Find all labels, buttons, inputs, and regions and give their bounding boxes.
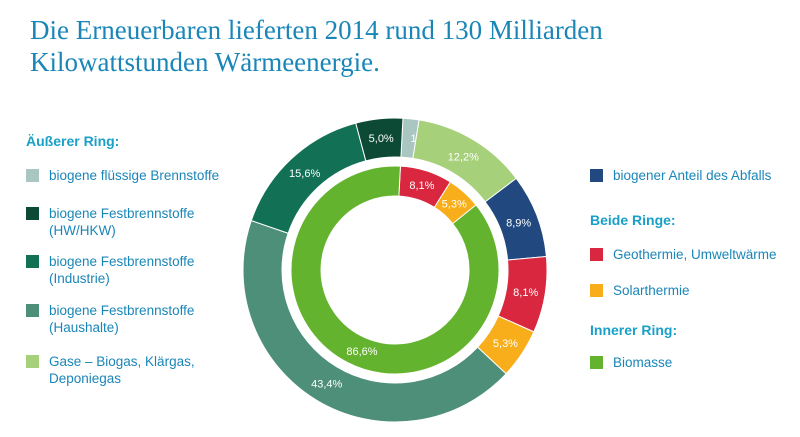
legend-swatch: [26, 207, 39, 220]
outer-label-biogene-festbrennstoffe-industrie: 15,6%: [289, 168, 320, 180]
outer-label-gase-biogas-klaergas-deponiegas: 12,2%: [448, 151, 479, 163]
inner-label-geothermie-umweltwaerme: 8,1%: [409, 180, 434, 192]
chart-title: Die Erneuerbaren lieferten 2014 rund 130…: [30, 15, 603, 77]
legend-swatch: [590, 169, 603, 182]
legend-heading-outer-ring: Äußerer Ring:: [26, 133, 120, 149]
inner-label-solarthermie: 5,3%: [442, 199, 467, 211]
legend-label: Biomasse: [613, 355, 673, 370]
legend-label: biogene Festbrennstoffe (Industrie): [49, 254, 195, 286]
legend-label: Geothermie, Umweltwärme: [613, 247, 777, 262]
legend-item-biogene-fluessige-brennstoffe: biogene flüssige Brennstoffe: [26, 167, 219, 184]
legend-label: Solarthermie: [613, 283, 690, 298]
outer-slice-biogene-festbrennstoffe-hw-hkw: [355, 117, 404, 162]
legend-swatch: [26, 255, 39, 268]
legend-swatch: [590, 284, 603, 297]
legend-heading-both-rings: Beide Ringe:: [590, 212, 676, 228]
legend-label: biogene Festbrennstoffe (HW/HKW): [49, 206, 195, 238]
legend-item-gase: Gase – Biogas, Klärgas, Deponiegas: [26, 353, 195, 387]
legend-heading-inner-ring: Innerer Ring:: [590, 322, 678, 338]
legend-swatch: [590, 356, 603, 369]
legend-label: biogene Festbrennstoffe (Haushalte): [49, 303, 195, 335]
legend-label: biogene flüssige Brennstoffe: [49, 168, 220, 183]
outer-label-biogene-festbrennstoffe-hw-hkw: 5,0%: [369, 133, 394, 145]
legend-item-biogener-anteil-abfall: biogener Anteil des Abfalls: [590, 167, 771, 184]
inner-slice-biomasse: [290, 165, 500, 375]
legend-item-solarthermie: Solarthermie: [590, 282, 690, 299]
outer-label-biogene-festbrennstoffe-haushalte: 43,4%: [311, 379, 342, 391]
legend-label: biogener Anteil des Abfalls: [613, 168, 772, 183]
legend-swatch: [26, 169, 39, 182]
outer-label-solarthermie: 5,3%: [493, 338, 518, 350]
outer-slice-biogene-festbrennstoffe-haushalte: [242, 219, 507, 423]
inner-label-biomasse: 86,6%: [346, 346, 377, 358]
legend-item-festbrennstoffe-haushalte: biogene Festbrennstoffe (Haushalte): [26, 302, 194, 336]
legend-swatch: [26, 355, 39, 368]
outer-label-geothermie-umweltwaerme: 8,1%: [513, 287, 538, 299]
legend-swatch: [26, 304, 39, 317]
legend-item-festbrennstoffe-industrie: biogene Festbrennstoffe (Industrie): [26, 253, 194, 287]
outer-label-biogener-anteil-des-abfalls: 8,9%: [506, 217, 531, 229]
legend-item-geothermie: Geothermie, Umweltwärme: [590, 246, 777, 263]
legend-swatch: [590, 248, 603, 261]
legend-item-festbrennstoffe-hw-hkw: biogene Festbrennstoffe (HW/HKW): [26, 205, 194, 239]
legend-label: Gase – Biogas, Klärgas, Deponiegas: [49, 354, 195, 386]
legend-item-biomasse: Biomasse: [590, 354, 672, 371]
